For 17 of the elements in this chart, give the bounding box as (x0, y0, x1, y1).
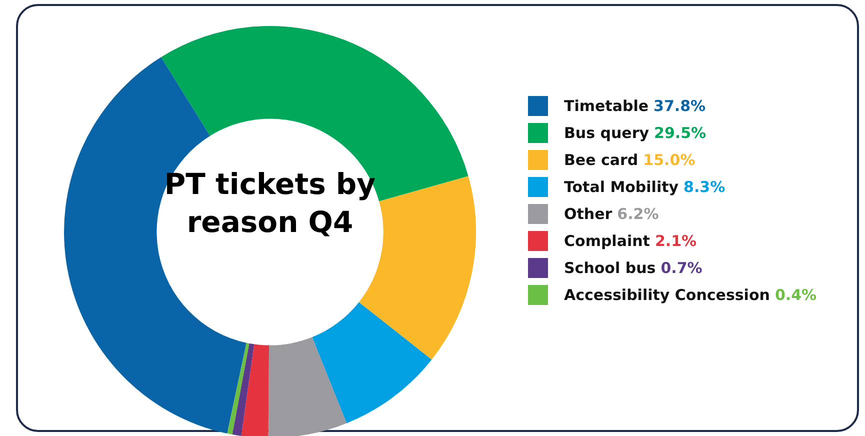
data-label: 29.5% (654, 124, 706, 142)
legend-label: Timetable (564, 96, 649, 114)
data-label: 0.4% (774, 286, 817, 304)
legend-label: Bus query (564, 124, 650, 142)
legend-label: School bus (564, 258, 656, 276)
legend-label: Accessibility Concession (564, 286, 770, 304)
legend-label: Other (564, 204, 612, 222)
legend-label: Complaint (564, 232, 650, 250)
data-label: 6.2% (617, 204, 659, 222)
data-label: 15.0% (643, 150, 696, 168)
data-label: 0.7% (660, 258, 702, 276)
text: PT tickets by reason Q4 (163, 166, 377, 241)
data-label: 2.1% (654, 232, 697, 250)
legend-label: Bee card (564, 150, 638, 168)
legend-label: Total Mobility (564, 178, 679, 196)
data-label: 37.8% (654, 96, 706, 114)
data-label: 8.3% (684, 178, 726, 196)
